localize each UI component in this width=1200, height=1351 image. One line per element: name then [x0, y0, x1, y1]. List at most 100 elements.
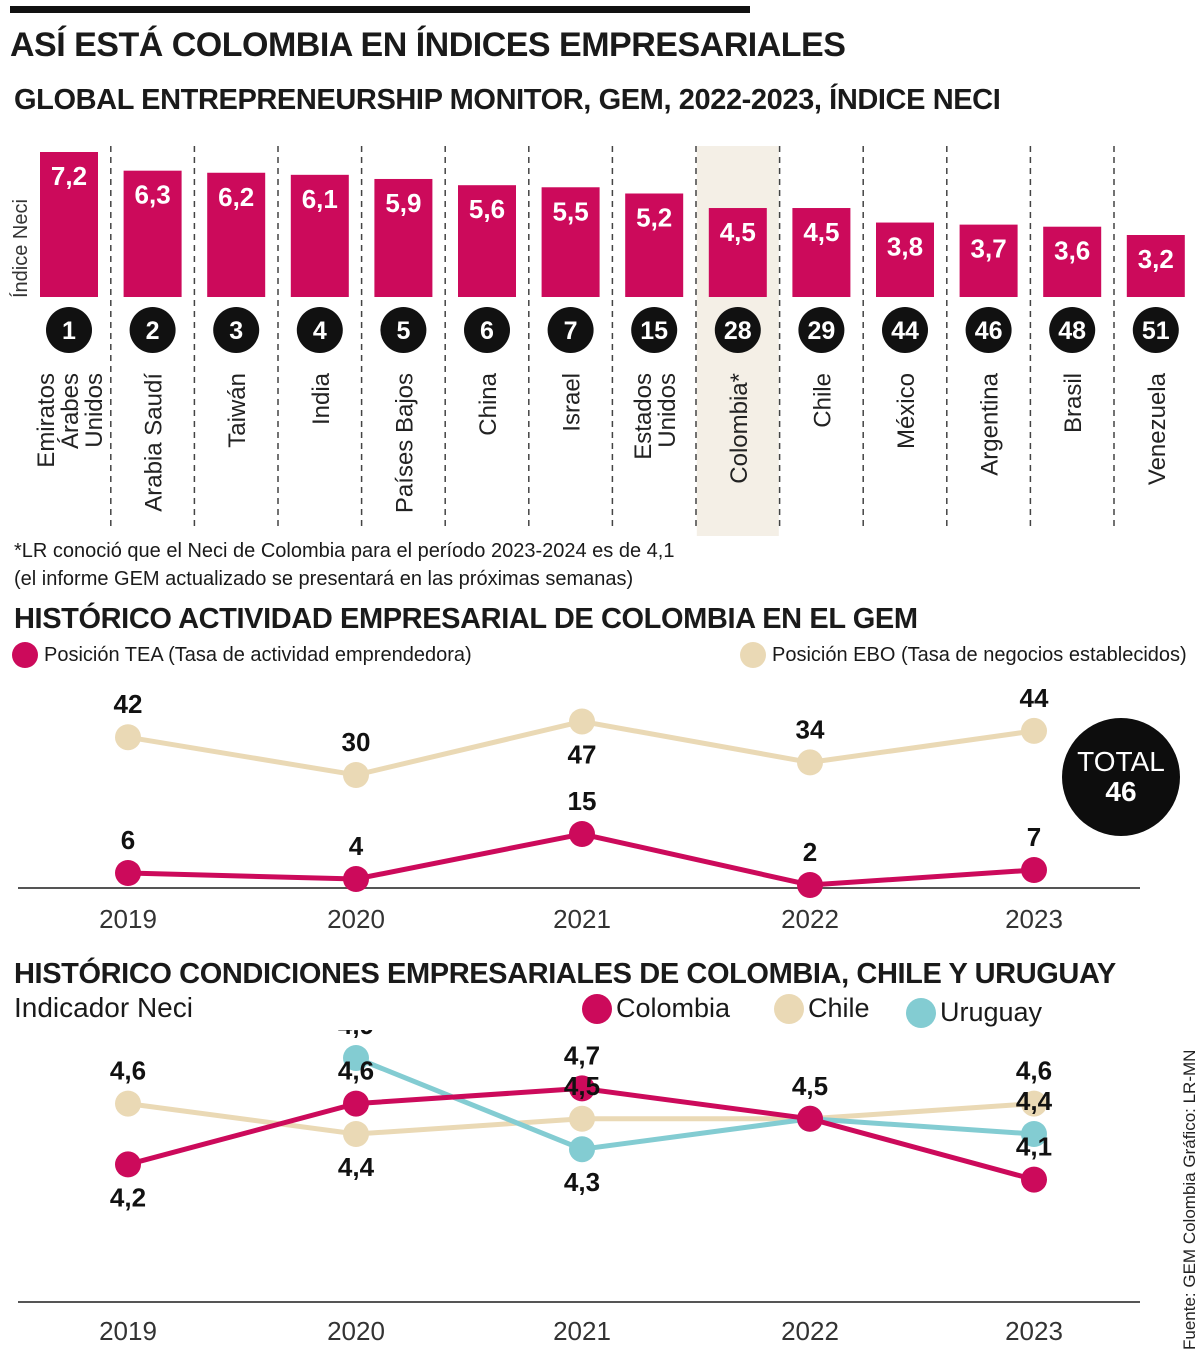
conditions-point-label: 4,6: [1016, 1056, 1052, 1086]
bar-value-label: 4,5: [720, 217, 756, 247]
conditions-point: [1021, 1166, 1047, 1193]
activity-point: [797, 872, 823, 898]
conditions-point-label: 4,3: [564, 1167, 600, 1197]
conditions-point-label: 4,1: [1016, 1132, 1052, 1162]
rank-badge: [46, 307, 92, 353]
activity-point: [569, 821, 595, 847]
category-label: Chile: [809, 373, 836, 428]
total-badge-label: TOTAL: [1077, 746, 1165, 777]
category-label: Arabia Saudí: [141, 373, 168, 512]
legend-tea: Posición TEA (Tasa de actividad emprende…: [12, 642, 472, 668]
category-label: Emiratos: [33, 373, 60, 468]
activity-point-label: 15: [568, 786, 597, 816]
rank-badge: [380, 307, 427, 353]
conditions-point: [569, 1105, 595, 1132]
conditions-point-label: 4,7: [564, 1040, 600, 1070]
legend-uruguay: Uruguay: [906, 997, 1042, 1028]
bar: [1043, 226, 1102, 297]
bar: [541, 187, 600, 297]
rank-label: 6: [480, 317, 494, 345]
category-label: Estados: [630, 373, 657, 460]
conditions-ylabel: Indicador Neci: [14, 992, 193, 1023]
activity-point-label: 34: [796, 714, 825, 744]
rank-badge: [882, 307, 928, 353]
bar: [792, 208, 851, 297]
bar-value-label: 4,5: [803, 217, 839, 247]
conditions-point-label: 4,5: [564, 1071, 600, 1101]
conditions-series-line: [355, 1055, 1035, 1152]
activity-point: [569, 708, 595, 735]
bar: [1126, 235, 1185, 297]
rank-badge: [464, 307, 510, 353]
rank-badge: [547, 307, 594, 353]
bar: [374, 178, 433, 297]
rank-label: 1: [62, 317, 76, 345]
conditions-point-label: 4,6: [110, 1056, 146, 1086]
conditions-point: [343, 1090, 369, 1117]
bar-value-label: 6,3: [135, 180, 171, 210]
rank-label: 28: [724, 317, 752, 345]
rank-badge: [965, 307, 1012, 353]
activity-point: [115, 860, 141, 886]
legend-tea-label: Posición TEA (Tasa de actividad emprende…: [44, 643, 472, 666]
category-label: Israel: [559, 373, 586, 432]
legend-chile: Chile: [774, 993, 870, 1024]
conditions-series-line: [127, 1085, 1035, 1183]
bar-value-label: 3,2: [1138, 244, 1174, 274]
conditions-point: [797, 1105, 823, 1132]
bar-value-label: 3,7: [971, 234, 1007, 264]
activity-point-label: 6: [121, 825, 135, 855]
footnote-line-1: *LR conoció que el Neci de Colombia para…: [14, 540, 675, 562]
rank-label: 7: [564, 317, 578, 345]
rank-badge: [1132, 307, 1179, 353]
bar-value-label: 7,2: [51, 161, 87, 191]
activity-x-tick: 2022: [781, 904, 839, 934]
rank-label: 4: [313, 317, 327, 345]
rank-label: 2: [146, 317, 160, 345]
category-label: China: [475, 372, 502, 435]
rank-label: 29: [807, 317, 835, 345]
activity-point-label: 2: [803, 837, 817, 867]
footnote-line-2: (el informe GEM actualizado se presentar…: [14, 568, 634, 590]
activity-x-tick: 2023: [1005, 904, 1063, 934]
conditions-chart-title: HISTÓRICO CONDICIONES EMPRESARIALES DE C…: [14, 958, 1116, 990]
rank-label: 5: [396, 317, 410, 345]
bar: [458, 185, 516, 297]
rank-badge: [129, 307, 176, 353]
activity-point-label: 30: [342, 727, 371, 757]
legend-ebo-swatch: [740, 642, 766, 668]
legend-ebo-label: Posición EBO (Tasa de negocios estableci…: [772, 643, 1187, 666]
activity-point: [797, 749, 823, 776]
category-label: Unidos: [81, 373, 108, 448]
activity-point: [1021, 717, 1047, 744]
rank-label: 3: [229, 317, 243, 345]
activity-point: [343, 762, 369, 788]
conditions-point: [1021, 1121, 1047, 1147]
conditions-point-label: 4,5: [792, 1071, 828, 1101]
activity-point: [1021, 857, 1047, 883]
rank-badge: [296, 307, 343, 353]
conditions-x-tick: 2021: [553, 1316, 611, 1346]
bar-ylabel: Índice Neci: [9, 199, 32, 298]
legend-tea-swatch: [12, 642, 38, 668]
bar-value-label: 5,2: [636, 203, 672, 233]
category-label: Países Bajos: [391, 373, 418, 513]
conditions-point: [569, 1136, 595, 1163]
bar: [207, 172, 266, 297]
category-label: Colombia*: [726, 373, 753, 484]
activity-x-tick: 2019: [99, 904, 157, 934]
conditions-point: [1021, 1090, 1047, 1117]
rank-label: 15: [640, 317, 668, 345]
rank-label: 48: [1058, 317, 1086, 345]
rank-badge: [798, 307, 845, 353]
rank-badge: [1049, 307, 1096, 353]
activity-point-label: 47: [568, 739, 597, 769]
category-label: Venezuela: [1144, 372, 1171, 485]
category-label: Árabes: [57, 373, 84, 449]
bar: [876, 222, 934, 297]
conditions-point-label: 4,9: [338, 1030, 374, 1040]
bar: [40, 152, 98, 297]
legend-uruguay-label: Uruguay: [940, 997, 1043, 1027]
conditions-point-label: 4,2: [110, 1182, 146, 1212]
bar-value-label: 6,2: [218, 182, 254, 212]
